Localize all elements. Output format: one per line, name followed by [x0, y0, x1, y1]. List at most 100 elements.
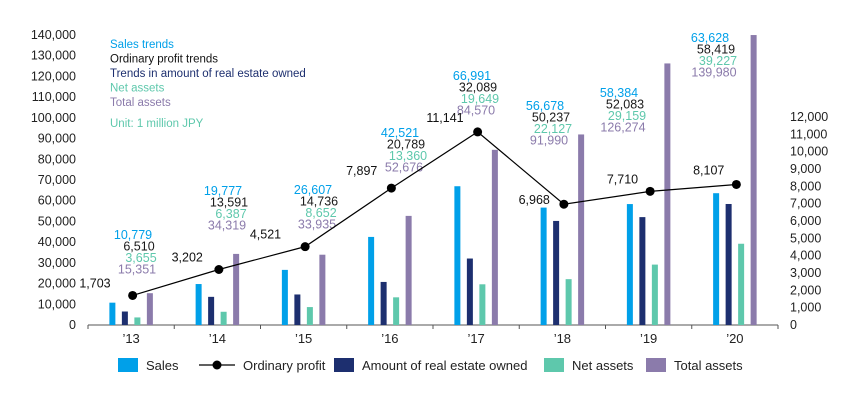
data-label-total-assets: 15,351 — [118, 263, 156, 277]
y-left-tick-label: 80,000 — [38, 152, 76, 166]
y-left-tick-label: 40,000 — [38, 235, 76, 249]
x-tick-label: ’18 — [554, 331, 571, 346]
bar-total-assets — [405, 215, 412, 325]
bar-total-assets — [578, 134, 585, 325]
legend-label: Ordinary profit — [243, 358, 326, 373]
y-left-tick-label: 110,000 — [32, 90, 76, 104]
y-right-tick-label: 2,000 — [790, 283, 821, 297]
bar-sales — [626, 204, 633, 325]
data-label-total-assets: 33,935 — [298, 218, 336, 232]
data-label-real-estate: 58,419 — [697, 43, 735, 57]
y-right-tick-label: 11,000 — [790, 127, 827, 141]
y-left-tick-label: 100,000 — [31, 111, 76, 125]
y-left-tick-label: 130,000 — [31, 49, 76, 63]
y-left-tick-label: 120,000 — [31, 69, 76, 83]
unit-note: Unit: 1 million JPY — [110, 118, 204, 130]
ordinary-profit-point — [559, 199, 569, 209]
bar-total-assets — [146, 293, 153, 325]
y-left-tick-label: 0 — [69, 318, 76, 332]
bar-sales — [195, 284, 202, 325]
x-tick-label: ’20 — [726, 331, 743, 346]
data-label-real-estate: 13,591 — [210, 196, 248, 210]
data-label-total-assets: 139,980 — [691, 66, 736, 80]
data-label-sales: 19,777 — [204, 184, 242, 198]
bar-real-estate — [380, 281, 387, 325]
bar-net-assets — [651, 264, 658, 325]
data-label-sales: 58,384 — [600, 86, 638, 100]
x-tick-label: ’19 — [640, 331, 657, 346]
legend-label: Amount of real estate owned — [362, 358, 528, 373]
x-tick-label: ’14 — [209, 331, 226, 346]
x-tick-label: ’13 — [122, 331, 139, 346]
y-left-tick-label: 70,000 — [38, 173, 76, 187]
title-line: Ordinary profit trends — [110, 54, 218, 66]
data-label-sales: 42,521 — [381, 126, 419, 140]
data-label-sales: 26,607 — [294, 183, 332, 197]
data-label-net-assets: 29,159 — [608, 109, 646, 123]
x-tick-label: ’17 — [467, 331, 484, 346]
ordinary-profit-point — [128, 290, 138, 300]
data-label-real-estate: 50,237 — [532, 111, 570, 125]
bar-net-assets — [306, 307, 313, 325]
data-label-total-assets: 126,274 — [600, 121, 645, 135]
ordinary-profit-line — [132, 131, 737, 297]
bar-sales — [109, 302, 116, 325]
data-label-total-assets: 34,319 — [208, 219, 246, 233]
legend-point-swatch — [212, 360, 222, 370]
data-label-total-assets: 84,570 — [457, 104, 495, 118]
ordinary-profit-point — [214, 264, 224, 274]
ordinary-profit-label: 7,710 — [607, 172, 638, 186]
data-label-net-assets: 39,227 — [699, 54, 737, 68]
y-right-tick-label: 9,000 — [790, 162, 821, 176]
data-label-real-estate: 20,789 — [387, 138, 425, 152]
bar-sales — [281, 269, 288, 325]
bar-real-estate — [553, 220, 560, 325]
ordinary-profit-label: 6,968 — [519, 193, 550, 207]
bar-real-estate — [121, 311, 128, 325]
data-label-net-assets: 19,649 — [461, 92, 499, 106]
data-label-net-assets: 13,360 — [389, 149, 427, 163]
data-label-net-assets: 22,127 — [534, 122, 572, 136]
legend-swatch-sales — [118, 358, 138, 372]
data-label-real-estate: 14,736 — [300, 195, 338, 209]
y-right-tick-label: 8,000 — [790, 179, 821, 193]
y-right-tick-label: 3,000 — [790, 266, 821, 280]
data-label-net-assets: 6,387 — [215, 207, 246, 221]
ordinary-profit-label: 11,141 — [426, 111, 463, 125]
bar-real-estate — [639, 217, 646, 325]
bar-sales — [368, 236, 375, 325]
bar-real-estate — [466, 258, 473, 325]
ordinary-profit-label: 3,202 — [172, 250, 203, 264]
legend-label: Total assets — [674, 358, 743, 373]
y-right-tick-label: 12,000 — [790, 110, 828, 124]
x-tick-label: ’16 — [381, 331, 398, 346]
ordinary-profit-point — [731, 179, 741, 189]
ordinary-profit-label: 8,107 — [693, 163, 724, 177]
x-tick-label: ’15 — [295, 331, 312, 346]
y-right-tick-label: 0 — [790, 318, 797, 332]
y-left-tick-label: 20,000 — [38, 277, 76, 291]
bar-net-assets — [738, 243, 745, 325]
bar-real-estate — [208, 296, 215, 325]
y-right-tick-label: 5,000 — [790, 231, 821, 245]
data-label-real-estate: 52,083 — [606, 98, 644, 112]
title-line: Trends in amount of real estate owned — [110, 68, 306, 80]
bar-net-assets — [565, 279, 572, 325]
data-label-total-assets: 52,676 — [385, 161, 423, 175]
title-line: Net assets — [110, 83, 165, 95]
bar-sales — [540, 207, 547, 325]
ordinary-profit-label: 7,897 — [346, 164, 377, 178]
ordinary-profit-point — [300, 242, 310, 252]
title-line: Sales trends — [110, 39, 174, 51]
y-left-tick-label: 60,000 — [38, 194, 76, 208]
data-label-sales: 66,991 — [453, 69, 491, 83]
bar-net-assets — [393, 297, 400, 325]
legend-label: Sales — [146, 358, 179, 373]
legend-swatch-total-assets — [646, 358, 666, 372]
data-label-sales: 63,628 — [691, 31, 729, 45]
data-label-net-assets: 8,652 — [305, 206, 336, 220]
y-left-tick-label: 30,000 — [38, 256, 76, 270]
bar-total-assets — [664, 63, 671, 325]
